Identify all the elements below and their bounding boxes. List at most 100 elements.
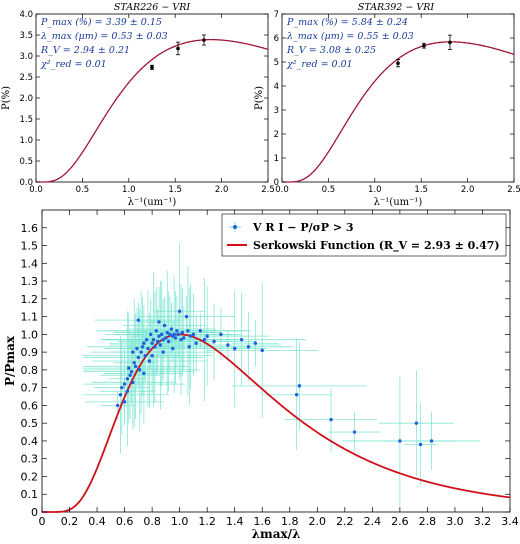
- x-tick-label: 1.8: [281, 515, 299, 528]
- data-point: [129, 369, 134, 374]
- y-tick-label: 1.1: [21, 311, 39, 324]
- serkowski-curve: [36, 38, 269, 183]
- y-tick-label: 4: [274, 82, 279, 92]
- y-tick-label: 0.9: [21, 346, 39, 359]
- y-tick-label: 1.2: [21, 293, 39, 306]
- x-tick-label: 0.5: [76, 185, 90, 195]
- x-tick-label: 1.0: [171, 515, 189, 528]
- x-tick-label: 2.5: [261, 185, 275, 195]
- y-ticks: 0 1 2 3 4 5 6 7: [274, 10, 514, 188]
- x-tick-label: 2.0: [215, 185, 229, 195]
- y-tick-label: 0: [274, 178, 279, 188]
- data-point: [188, 334, 193, 338]
- x-tick-label: 2.2: [336, 515, 354, 528]
- data-point: [161, 337, 165, 342]
- x-tick-label: 0.0: [29, 185, 43, 195]
- y-tick-label: 1.3: [21, 275, 39, 288]
- data-point: [164, 336, 168, 340]
- y-tick-label: 1.6: [21, 222, 39, 235]
- serkowski-curve: [42, 333, 511, 513]
- data-point: [414, 421, 419, 425]
- plot-frame: [41, 209, 511, 513]
- data-point: [184, 314, 189, 319]
- legend-label-data: V R I − P/σP > 3: [252, 221, 354, 234]
- x-tick-label: 2.8: [419, 515, 437, 528]
- data-point: [177, 309, 182, 313]
- annotation-line: χ²_red = 0.01: [40, 59, 107, 70]
- x-tick-label: 0.6: [116, 515, 134, 528]
- data-point: [182, 336, 186, 340]
- y-tick-label: 0.6: [21, 399, 39, 412]
- panel-star392: STAR392 − VRI 0.0 0.5 1.0 1.5 2.0 2.5 0 1 2 3 4 5 6…: [254, 2, 520, 208]
- y-tick-label: 1: [274, 154, 279, 164]
- x-tick-label: 3.4: [501, 515, 519, 528]
- data-point: [142, 341, 146, 345]
- x-tick-label: 0.5: [322, 185, 336, 195]
- data-point: [169, 327, 174, 331]
- data-point: [162, 323, 167, 328]
- y-tick-label: 6: [274, 34, 279, 44]
- serkowski-line: [42, 333, 511, 513]
- data-point: [198, 329, 202, 333]
- legend-label-model: Serkowski Function (R_V = 2.93 ± 0.47): [253, 239, 500, 253]
- y-axis-label: P(%): [1, 86, 12, 110]
- data-point: [128, 373, 132, 377]
- data-point: [202, 337, 207, 342]
- y-tick-label: 0.7: [21, 382, 39, 395]
- data-point: [176, 46, 180, 51]
- data-point: [180, 330, 185, 335]
- y-tick-label: 0.5: [21, 417, 39, 430]
- y-tick-label: 7: [274, 10, 279, 20]
- x-tick-label: 1.5: [168, 185, 182, 195]
- y-tick-label: 1.0: [21, 328, 39, 341]
- data-point: [175, 329, 179, 333]
- data-point: [173, 336, 178, 340]
- x-tick-label: 2.4: [364, 515, 382, 528]
- data-point: [176, 332, 180, 337]
- x-axis-label: λmax/λ: [252, 527, 301, 541]
- panel-title: STAR226 − VRI: [114, 2, 190, 13]
- y-tick-label: 0.3: [21, 453, 39, 466]
- panel-title: STAR392 − VRI: [358, 2, 434, 13]
- x-tick-label: 0.0: [275, 185, 289, 195]
- y-tick-label: 3: [274, 106, 279, 116]
- data-point: [448, 40, 452, 45]
- data-point: [138, 368, 142, 372]
- data-point: [135, 346, 139, 351]
- annotation-line: λ_max (μm) = 0.53 ± 0.03: [40, 31, 168, 42]
- y-tick-label: 5: [274, 58, 279, 68]
- panel-star226: STAR226 − VRI 0.0 0.5 1.0 1.5 2.0 2.5 0.0 0.5 1…: [1, 2, 275, 208]
- panel-normalized: 0 0.2 0.4 0.6 0.8 1.0 1.2 1.4 1.6 1.8 2.0 2.2 2.4 2.6…: [3, 209, 519, 541]
- y-tick-label: 4.0: [19, 10, 33, 20]
- data-point: [158, 343, 163, 347]
- data-point: [136, 318, 141, 322]
- data-point: [116, 403, 120, 408]
- y-tick-label: 1.0: [19, 136, 33, 146]
- x-tick-label: 0.2: [61, 515, 79, 528]
- data-point: [205, 334, 209, 338]
- data-point: [125, 377, 130, 381]
- x-tick-label: 0: [39, 515, 46, 528]
- y-tick-label: 1.5: [21, 240, 39, 253]
- x-tick-label: 2.0: [309, 515, 327, 528]
- x-tick-label: 2.6: [391, 515, 409, 528]
- x-ticks: 0 0.2 0.4 0.6 0.8 1.0 1.2 1.4 1.6 1.8 2.0 2.2 2.4 2.6…: [39, 210, 519, 528]
- y-axis-label: P(%): [254, 86, 265, 110]
- data-point: [122, 400, 127, 404]
- data-point: [212, 339, 216, 344]
- data-point: [154, 329, 158, 333]
- x-tick-label: 1.0: [122, 185, 136, 195]
- data-point: [186, 329, 190, 333]
- data-point: [239, 337, 244, 342]
- data-point: [168, 332, 172, 337]
- y-tick-label: 0.4: [21, 435, 39, 448]
- x-tick-label: 1.6: [253, 515, 271, 528]
- x-axis-label: λ⁻¹(um⁻¹): [374, 197, 423, 208]
- legend-marker-point: [233, 225, 237, 229]
- y-tick-label: 3.0: [19, 52, 33, 62]
- plot-frame: [281, 13, 515, 183]
- data-point: [260, 348, 264, 353]
- data-point: [172, 332, 176, 337]
- y-tick-label: 1.5: [19, 115, 33, 125]
- data-point: [143, 353, 147, 358]
